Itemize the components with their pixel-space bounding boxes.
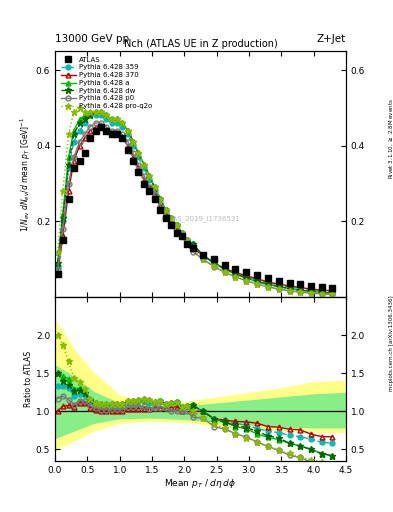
Text: Z+Jet: Z+Jet [317,33,346,44]
X-axis label: Mean $p_T$ / $d\eta\, d\phi$: Mean $p_T$ / $d\eta\, d\phi$ [164,477,237,490]
Y-axis label: $1/N_{ev}$ $dN_{ev}/d$ mean $p_T$ $[\mathrm{GeV}]^{-1}$: $1/N_{ev}$ $dN_{ev}/d$ mean $p_T$ $[\mat… [18,116,33,232]
Text: 13000 GeV pp: 13000 GeV pp [55,33,129,44]
Y-axis label: Ratio to ATLAS: Ratio to ATLAS [24,351,33,407]
Text: Rivet 3.1.10, $\geq$ 2.8M events: Rivet 3.1.10, $\geq$ 2.8M events [387,98,393,179]
Text: mcplots.cern.ch [arXiv:1306.3436]: mcplots.cern.ch [arXiv:1306.3436] [389,295,393,391]
Legend: ATLAS, Pythia 6.428 359, Pythia 6.428 370, Pythia 6.428 a, Pythia 6.428 dw, Pyth: ATLAS, Pythia 6.428 359, Pythia 6.428 37… [59,55,154,111]
Text: ATLAS_2019_I1736531: ATLAS_2019_I1736531 [160,215,241,222]
Title: Nch (ATLAS UE in Z production): Nch (ATLAS UE in Z production) [123,39,277,49]
